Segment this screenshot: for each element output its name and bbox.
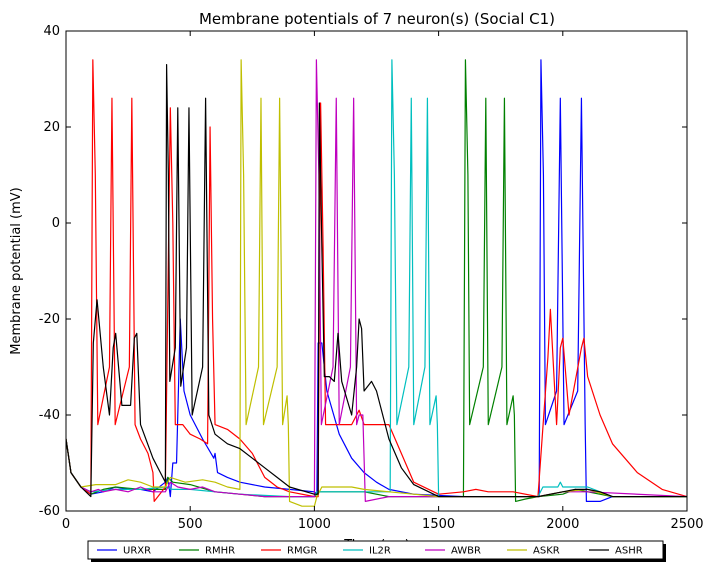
series-line-rmhr <box>66 59 687 502</box>
series-line-awbr <box>66 59 687 502</box>
legend-label-rmgr: RMGR <box>287 546 317 557</box>
y-tick-label: 0 <box>52 216 60 231</box>
x-tick-label: 1500 <box>422 517 455 532</box>
ticks-layer: 0 500 1000 1500 2000 2500 -60 -40 -20 0 20 40 <box>39 24 704 532</box>
series-line-ashr <box>66 63 687 498</box>
series-line-rmgr <box>66 59 687 502</box>
legend-label-urxr: URXR <box>123 546 151 557</box>
x-tick-label: 0 <box>62 517 70 532</box>
legend-label-awbr: AWBR <box>451 546 481 557</box>
legend-label-ashr: ASHR <box>615 546 643 557</box>
y-tick-label: 40 <box>43 24 60 39</box>
y-tick-label: -40 <box>39 408 60 423</box>
series-line-il2r <box>66 59 687 498</box>
y-tick-label: 20 <box>43 120 60 135</box>
series-line-askr <box>66 59 687 507</box>
legend-label-rmhr: RMHR <box>205 546 235 557</box>
legend-box <box>87 540 664 560</box>
series-layer <box>66 59 687 507</box>
series-line-urxr <box>66 59 687 502</box>
y-tick-label: -60 <box>39 504 60 519</box>
x-tick-label: 1000 <box>298 517 331 532</box>
plot-frame <box>65 30 688 512</box>
chart-title: Membrane potentials of 7 neuron(s) (Soci… <box>199 10 555 28</box>
x-tick-label: 2000 <box>546 517 579 532</box>
legend-entries: URXR RMHR RMGR IL2R AWBR ASKR ASHR <box>97 546 643 557</box>
legend: URXR RMHR RMGR IL2R AWBR ASKR ASHR <box>87 540 666 562</box>
x-tick-label: 500 <box>178 517 203 532</box>
y-tick-label: -20 <box>39 312 60 327</box>
legend-label-il2r: IL2R <box>369 546 391 557</box>
legend-label-askr: ASKR <box>533 546 560 557</box>
y-axis-label: Membrane potential (mV) <box>9 187 24 354</box>
x-tick-label: 2500 <box>670 517 703 532</box>
